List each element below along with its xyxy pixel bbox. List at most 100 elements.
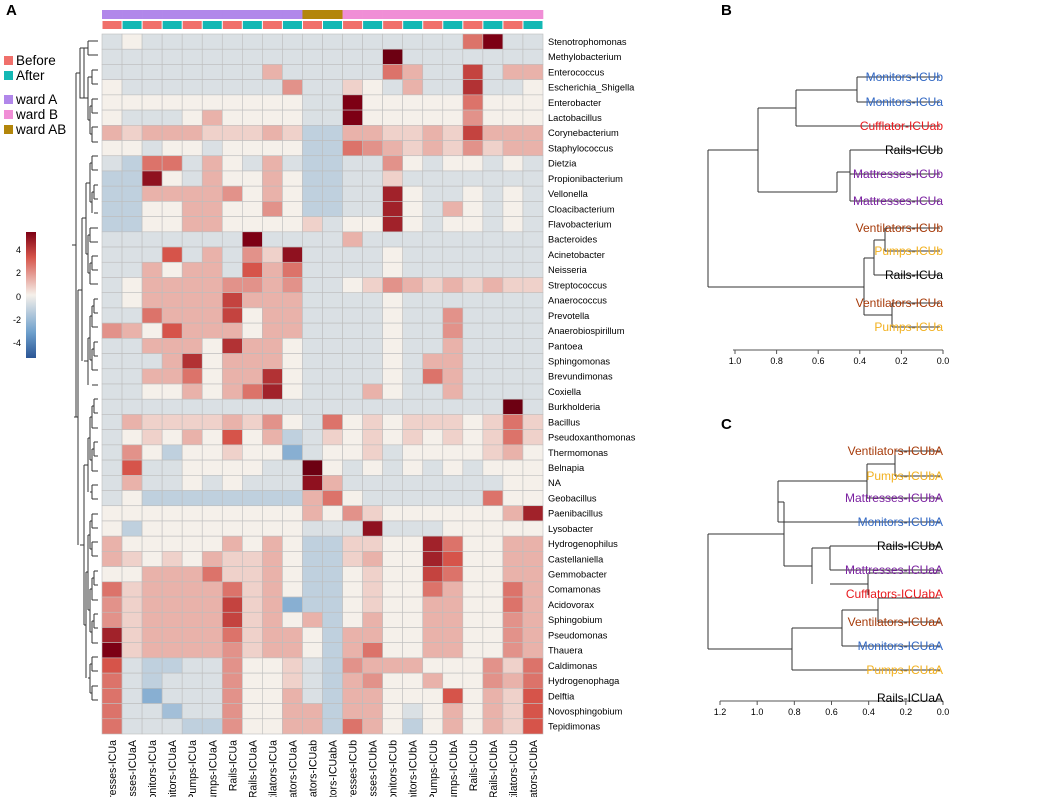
heatmap-cell	[422, 551, 444, 567]
column-label: Ventilators-ICUbA	[528, 739, 540, 797]
heatmap-cell	[201, 261, 223, 278]
heatmap-cell	[121, 246, 143, 263]
heatmap-cell	[522, 505, 544, 522]
heatmap-cell	[242, 474, 263, 491]
heatmap-cell	[502, 474, 524, 491]
heatmap-cell	[482, 490, 504, 507]
heatmap-cell	[462, 155, 484, 172]
heatmap-cell	[221, 79, 243, 96]
heatmap-cell	[322, 718, 343, 735]
heatmap-cell	[141, 79, 163, 96]
heatmap-cell	[181, 627, 203, 643]
heatmap-cell	[141, 94, 163, 111]
heatmap-cell	[342, 125, 363, 141]
heatmap-cell	[201, 48, 223, 65]
heatmap-cell	[402, 48, 424, 65]
heatmap-cell	[101, 444, 123, 461]
heatmap-cell	[141, 185, 163, 202]
heatmap-cell	[342, 48, 363, 65]
heatmap-cell	[482, 551, 504, 567]
heatmap-cell	[442, 383, 464, 400]
heatmap-cell	[302, 688, 323, 704]
heatmap-cell	[442, 216, 464, 233]
axis-tick-label: 0.4	[854, 356, 867, 366]
heatmap-cell	[482, 231, 504, 248]
column-label: Monitors-ICUb	[388, 740, 400, 797]
dendrogram-b-leaves: Monitors-ICUb Monitors-ICUa Cufflator-ICUa…	[853, 70, 943, 334]
heatmap-cell	[201, 627, 223, 643]
heatmap-cell	[181, 246, 203, 263]
heatmap-cell	[221, 261, 243, 278]
heatmap-cell	[322, 414, 343, 430]
heatmap-cell	[522, 155, 544, 172]
column-label: Monitors-ICUbA	[408, 739, 420, 797]
heatmap-cell	[161, 611, 183, 628]
heatmap-cell	[262, 383, 283, 400]
heatmap-cell	[362, 703, 383, 720]
heatmap-cell	[282, 170, 303, 187]
heatmap-cell	[101, 581, 123, 598]
heatmap-cell	[101, 672, 123, 689]
heatmap-cell	[302, 551, 323, 567]
heatmap-cell	[161, 201, 183, 217]
heatmap-cell	[161, 246, 183, 263]
heatmap-cell	[502, 642, 524, 659]
heatmap-cell	[362, 657, 383, 674]
heatmap-cell	[422, 703, 444, 720]
heatmap-cell	[362, 64, 383, 80]
row-label: Pseudomonas	[548, 630, 608, 640]
heatmap-cell	[482, 657, 504, 674]
time-annotation-cell	[423, 21, 443, 29]
heatmap-cell	[382, 551, 403, 567]
heatmap-cell	[101, 155, 123, 172]
heatmap-cell	[242, 672, 263, 689]
heatmap-cell	[181, 155, 203, 172]
heatmap-cell	[201, 307, 223, 324]
heatmap-cell	[382, 566, 403, 583]
heatmap-cell	[442, 520, 464, 537]
heatmap-cell	[322, 459, 343, 476]
heatmap-cell	[482, 277, 504, 294]
heatmap-cell	[462, 551, 484, 567]
axis-tick-label: 0.2	[895, 356, 908, 366]
heatmap-cell	[522, 627, 544, 643]
heatmap-cell	[302, 79, 323, 96]
heatmap-cell	[422, 672, 444, 689]
heatmap	[101, 33, 544, 735]
heatmap-cell	[161, 79, 183, 96]
heatmap-cell	[322, 261, 343, 278]
heatmap-cell	[141, 322, 163, 339]
row-label: Staphylococcus	[548, 143, 613, 153]
heatmap-cell	[522, 459, 544, 476]
heatmap-cell	[101, 125, 123, 141]
heatmap-cell	[402, 261, 424, 278]
heatmap-cell	[502, 551, 524, 567]
heatmap-cell	[462, 170, 484, 187]
heatmap-cell	[242, 688, 263, 704]
heatmap-cell	[362, 246, 383, 263]
heatmap-cell	[522, 246, 544, 263]
heatmap-cell	[242, 718, 263, 735]
row-label: Acinetobacter	[548, 250, 605, 260]
heatmap-cell	[362, 368, 383, 385]
heatmap-cell	[121, 185, 143, 202]
heatmap-cell	[221, 459, 243, 476]
heatmap-cell	[342, 551, 363, 567]
heatmap-cell	[382, 581, 403, 598]
heatmap-cell	[201, 322, 223, 339]
column-label: Rails-ICUb	[468, 740, 480, 791]
heatmap-cell	[302, 170, 323, 187]
heatmap-cell	[462, 201, 484, 217]
heatmap-cell	[422, 581, 444, 598]
heatmap-cell	[141, 459, 163, 476]
heatmap-cell	[121, 109, 143, 126]
heatmap-cell	[141, 64, 163, 80]
heatmap-cell	[101, 642, 123, 659]
heatmap-cell	[422, 79, 444, 96]
heatmap-cell	[121, 596, 143, 613]
heatmap-cell	[262, 246, 283, 263]
heatmap-cell	[242, 353, 263, 370]
dendrogram-leaf-label: Pumps-ICUbA	[866, 469, 943, 483]
heatmap-cell	[201, 338, 223, 354]
heatmap-cell	[362, 414, 383, 430]
